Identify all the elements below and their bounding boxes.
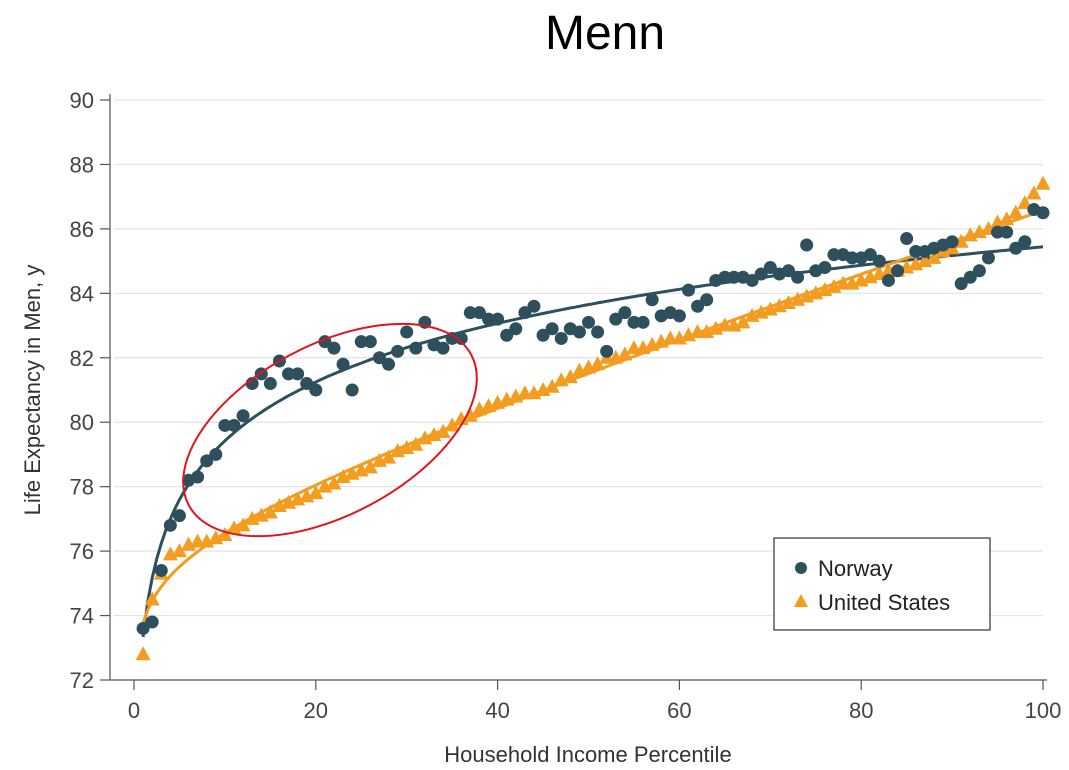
norway-point <box>191 471 204 484</box>
y-tick-label: 88 <box>70 152 94 177</box>
norway-point <box>400 326 413 339</box>
united-states-point <box>1036 176 1051 190</box>
y-tick-label: 78 <box>70 475 94 500</box>
x-axis-title: Household Income Percentile <box>444 742 731 767</box>
norway-point <box>291 367 304 380</box>
norway-point <box>637 316 650 329</box>
norway-point <box>673 309 686 322</box>
norway-point <box>982 251 995 264</box>
norway-point <box>582 316 595 329</box>
norway-point <box>946 235 959 248</box>
norway-point <box>337 358 350 371</box>
y-tick-label: 86 <box>70 217 94 242</box>
norway-point <box>546 322 559 335</box>
y-tick-label: 84 <box>70 281 94 306</box>
norway-point <box>164 519 177 532</box>
norway-point <box>437 342 450 355</box>
norway-point <box>346 384 359 397</box>
legend-label-norway: Norway <box>818 556 893 581</box>
norway-point <box>873 255 886 268</box>
norway-point <box>146 616 159 629</box>
norway-point <box>646 293 659 306</box>
legend-label-united-states: United States <box>818 590 950 615</box>
norway-point <box>209 448 222 461</box>
norway-point <box>264 377 277 390</box>
x-tick-label: 80 <box>849 698 873 723</box>
y-tick-label: 90 <box>70 88 94 113</box>
norway-point <box>682 284 695 297</box>
y-tick-label: 74 <box>70 604 94 629</box>
norway-point <box>791 271 804 284</box>
norway-point <box>364 335 377 348</box>
legend: Norway United States <box>774 538 990 630</box>
norway-point <box>409 342 422 355</box>
y-tick-label: 76 <box>70 539 94 564</box>
x-tick-label: 20 <box>304 698 328 723</box>
norway-point <box>973 264 986 277</box>
norway-point <box>900 232 913 245</box>
norway-point <box>1000 226 1013 239</box>
y-axis-title: Life Expectancy in Men, y <box>20 265 45 516</box>
norway-point <box>527 300 540 313</box>
norway-point <box>1037 206 1050 219</box>
legend-marker-norway <box>795 562 807 574</box>
united-states-point <box>136 646 151 660</box>
norway-point <box>591 326 604 339</box>
norway-point <box>573 326 586 339</box>
y-tick-label: 72 <box>70 668 94 693</box>
norway-point <box>891 264 904 277</box>
norway-point <box>600 345 613 358</box>
norway-point <box>309 384 322 397</box>
y-tick-label: 80 <box>70 410 94 435</box>
norway-point <box>173 509 186 522</box>
norway-point <box>618 306 631 319</box>
norway-point <box>382 358 395 371</box>
norway-point <box>882 274 895 287</box>
norway-point <box>227 419 240 432</box>
norway-point <box>818 261 831 274</box>
norway-point <box>1018 235 1031 248</box>
norway-point <box>327 342 340 355</box>
norway-point <box>700 293 713 306</box>
norway-point <box>155 564 168 577</box>
x-tick-label: 40 <box>485 698 509 723</box>
norway-point <box>491 313 504 326</box>
norway-point <box>237 409 250 422</box>
norway-point <box>555 332 568 345</box>
norway-point <box>391 345 404 358</box>
norway-point <box>800 239 813 252</box>
y-tick-label: 82 <box>70 346 94 371</box>
x-tick-label: 0 <box>128 698 140 723</box>
x-tick-label: 60 <box>667 698 691 723</box>
norway-point <box>509 322 522 335</box>
legend-box <box>774 538 990 630</box>
x-tick-label: 100 <box>1025 698 1062 723</box>
